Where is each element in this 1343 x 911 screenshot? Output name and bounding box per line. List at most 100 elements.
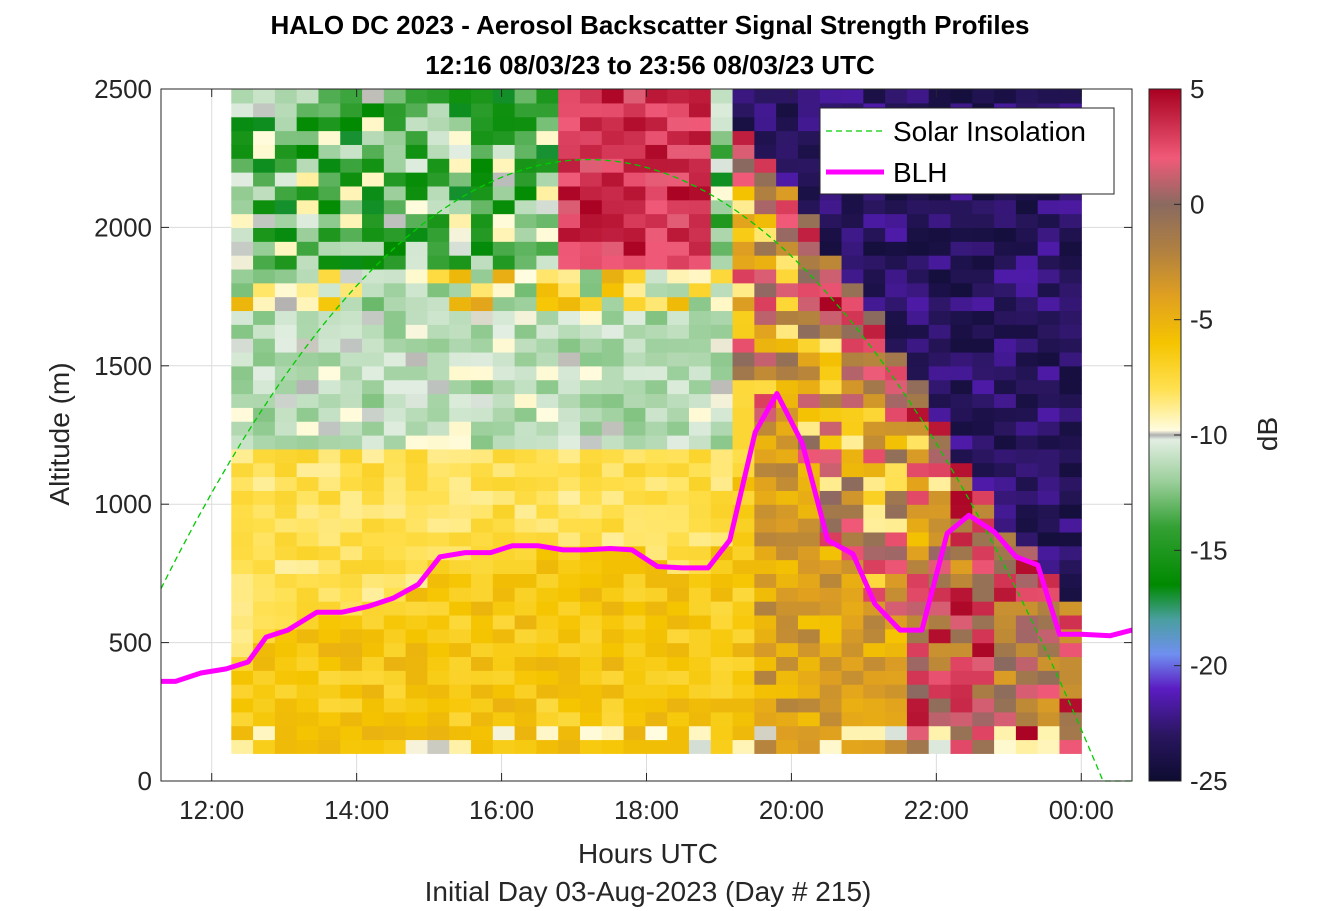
heatmap-cell [253,684,276,699]
heatmap-cell [231,199,254,215]
heatmap-cell [710,338,734,353]
heatmap-cell [318,102,341,118]
heatmap-cell [732,573,755,588]
heatmap-cell [885,268,908,284]
heatmap-cell [318,241,341,256]
heatmap-cell [645,116,668,132]
heatmap-cell [449,739,472,754]
heatmap-cell [667,213,690,228]
heatmap-cell [580,268,603,284]
heatmap-cell [427,490,450,505]
heatmap-cell [863,559,886,574]
heatmap-cell [471,241,494,256]
heatmap-cell [427,628,450,644]
heatmap-cell [776,213,799,228]
heatmap-cell [1059,656,1082,671]
heatmap-cell [841,296,864,312]
heatmap-cell [754,711,777,727]
heatmap-cell [623,268,646,284]
heatmap-cell [776,144,799,159]
heatmap-cell [362,448,385,464]
heatmap-cell [253,421,276,436]
heatmap-cell [841,379,864,395]
heatmap-cell [558,642,581,658]
heatmap-cell [950,614,973,630]
heatmap-cell [405,559,429,574]
heatmap-cell [253,559,276,574]
heatmap-cell [253,255,276,270]
heatmap-cell [601,559,625,574]
heatmap-cell [405,102,429,118]
heatmap-cell [885,739,908,754]
heatmap-cell [688,670,712,685]
heatmap-cell [688,490,712,505]
heatmap-cell [972,601,995,616]
heatmap-cell [994,365,1017,381]
heatmap-cell [819,642,843,658]
heatmap-cell [405,144,429,159]
heatmap-cell [514,130,538,145]
heatmap-cell [972,213,995,228]
heatmap-cell [1015,711,1039,727]
heatmap-cell [231,725,254,741]
heatmap-cell [645,587,668,602]
heatmap-cell [710,504,734,519]
heatmap-cell [580,130,603,145]
heatmap-cell [405,185,429,201]
heatmap-cell [754,130,777,145]
heatmap-cell [667,199,690,215]
heatmap-cell [427,476,450,491]
heatmap-cell [972,531,995,547]
heatmap-cell [1059,199,1082,215]
heatmap-cell [928,365,952,381]
heatmap-cell [362,296,385,312]
heatmap-cell [383,407,407,422]
heatmap-cell [340,324,363,339]
heatmap-cell [1059,379,1082,395]
heatmap-cell [362,324,385,339]
heatmap-cell [471,614,494,630]
heatmap-cell [710,213,734,228]
heatmap-cell [623,116,646,132]
heatmap-cell [536,407,559,422]
heatmap-cell [340,587,363,602]
heatmap-cell [906,739,930,754]
heatmap-cell [383,518,407,533]
heatmap-cell [318,116,341,132]
heatmap-cell [688,282,712,298]
heatmap-cell [1015,518,1039,533]
heatmap-cell [972,407,995,422]
heatmap-cell [231,351,254,367]
heatmap-cell [471,697,494,713]
heatmap-cell [885,393,908,408]
heatmap-cell [340,739,363,754]
heatmap-cell [819,435,843,450]
heatmap-cell [536,199,559,215]
heatmap-cell [340,642,363,658]
heatmap-cell [296,628,320,644]
heatmap-cell [732,614,755,630]
heatmap-cell [797,158,821,173]
heatmap-cell [776,324,799,339]
heatmap-cell [405,518,429,533]
heatmap-cell [362,684,385,699]
heatmap-cell [274,421,298,436]
heatmap-cell [492,684,516,699]
blh-line [161,391,1133,684]
heatmap-cell [885,725,908,741]
heatmap-cell [1059,268,1082,284]
heatmap-cell [492,310,516,325]
heatmap-cell [972,241,995,256]
heatmap-cell [710,518,734,533]
heatmap-cell [1015,213,1039,228]
heatmap-cell [776,365,799,381]
heatmap-cell [601,504,625,519]
heatmap-cell [710,435,734,450]
heatmap-cell [427,393,450,408]
heatmap-cell [797,504,821,519]
heatmap-cell [994,89,1017,104]
y-tick-label: 2000 [94,212,152,242]
heatmap-cell [449,130,472,145]
heatmap-cell [405,697,429,713]
heatmap-cell [492,116,516,132]
